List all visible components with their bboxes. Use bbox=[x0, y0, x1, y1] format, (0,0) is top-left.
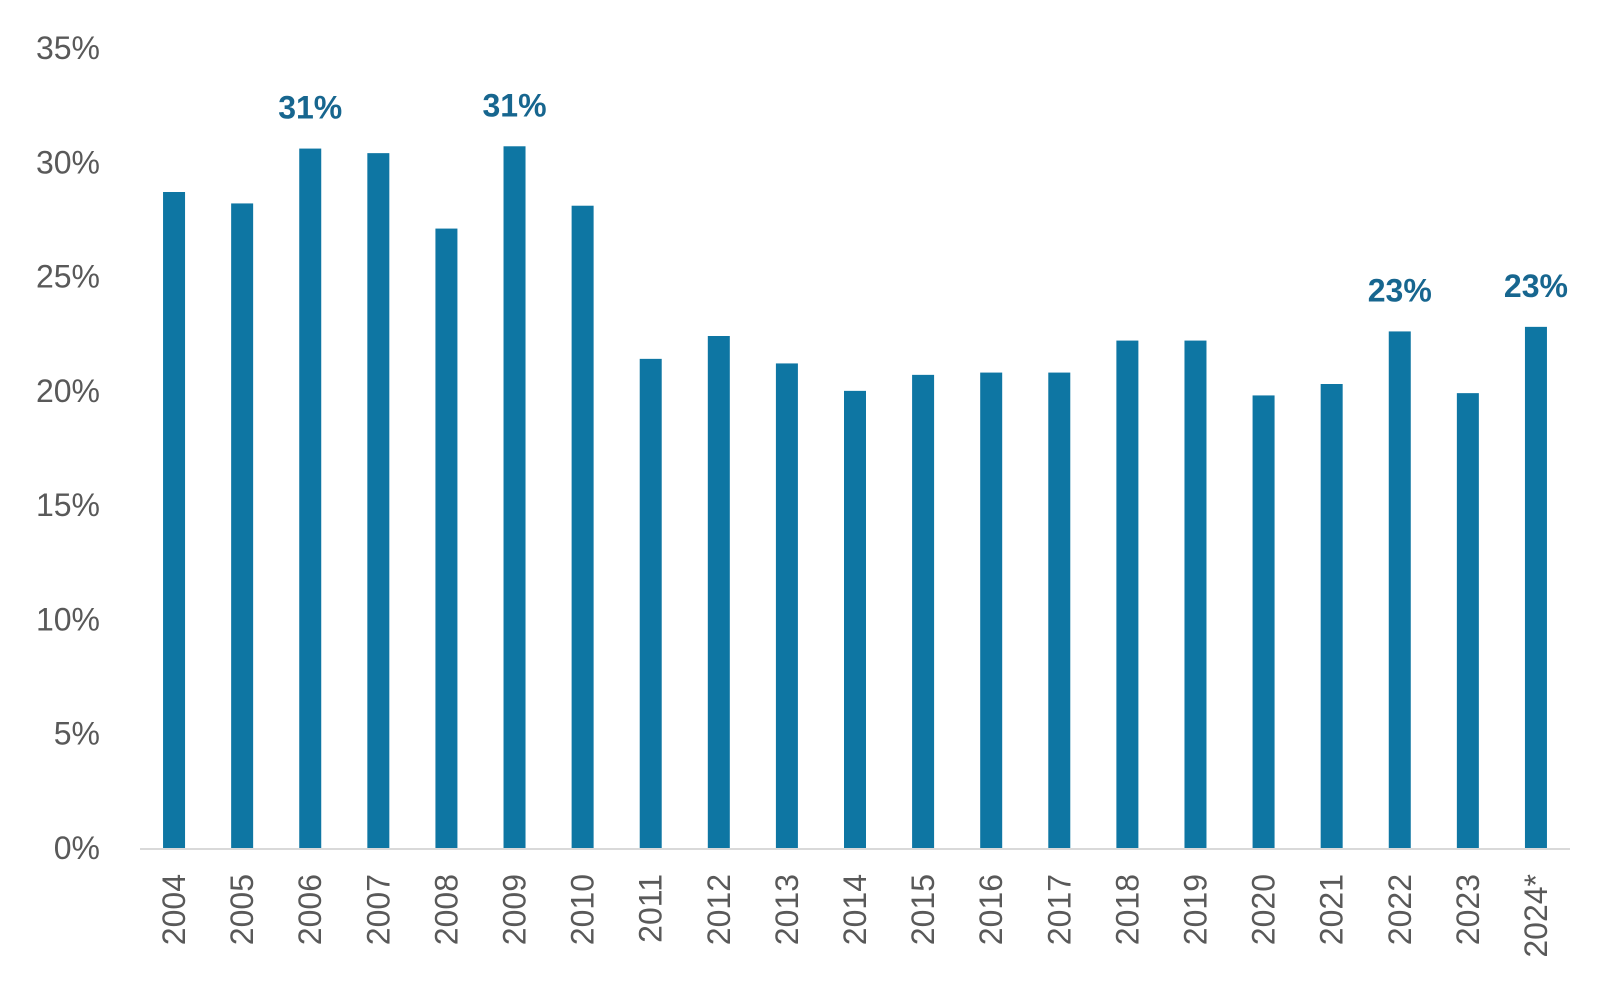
bar-2009 bbox=[503, 146, 526, 849]
bar-2022 bbox=[1388, 331, 1411, 848]
x-axis-labels: 2004 2005 2006 2007 2008 2009 2010 2011 2012 2013… bbox=[156, 874, 1554, 958]
x-tick-label: 2019 bbox=[1177, 874, 1213, 945]
x-tick-label: 2014 bbox=[837, 874, 873, 945]
x-tick-label: 2006 bbox=[292, 874, 328, 945]
data-label: 23% bbox=[1368, 272, 1432, 308]
data-labels: 31% 31% 23% 23% bbox=[278, 87, 1568, 308]
x-tick-label: 2007 bbox=[360, 874, 396, 945]
x-tick-label: 2020 bbox=[1246, 874, 1282, 945]
bar-2023 bbox=[1456, 393, 1479, 848]
x-tick-label: 2022 bbox=[1382, 874, 1418, 945]
bar-2005 bbox=[231, 203, 254, 848]
bar-2018 bbox=[1116, 340, 1139, 848]
x-tick-label: 2017 bbox=[1041, 874, 1077, 945]
x-tick-label: 2010 bbox=[565, 874, 601, 945]
x-tick-label: 2005 bbox=[224, 874, 260, 945]
bar-2011 bbox=[639, 358, 662, 848]
y-axis-ticks: 0% 5% 10% 15% 20% 25% 30% 35% bbox=[36, 30, 100, 866]
data-label: 31% bbox=[278, 90, 342, 126]
y-tick-label: 30% bbox=[36, 144, 100, 180]
y-tick-label: 0% bbox=[54, 830, 100, 866]
bar-2012 bbox=[707, 336, 730, 848]
y-tick-label: 5% bbox=[54, 716, 100, 752]
x-tick-label: 2011 bbox=[633, 874, 669, 943]
data-label: 31% bbox=[483, 87, 547, 123]
bar-2014 bbox=[844, 390, 866, 848]
bar-2008 bbox=[435, 228, 458, 849]
bar-2024 bbox=[1524, 326, 1547, 848]
bars bbox=[163, 146, 1547, 849]
bar-2015 bbox=[912, 374, 935, 848]
y-tick-label: 20% bbox=[36, 373, 100, 409]
y-tick-label: 10% bbox=[36, 601, 100, 637]
bar-2006 bbox=[299, 148, 322, 849]
bar-2004 bbox=[163, 192, 186, 848]
y-tick-label: 25% bbox=[36, 259, 100, 295]
x-tick-label: 2021 bbox=[1314, 874, 1350, 945]
x-tick-label: 2016 bbox=[973, 874, 1009, 945]
x-tick-label: 2015 bbox=[905, 874, 941, 945]
bar-2010 bbox=[571, 205, 594, 848]
bar-2007 bbox=[367, 153, 390, 849]
x-tick-label: 2008 bbox=[428, 874, 464, 945]
x-tick-label: 2023 bbox=[1450, 874, 1486, 945]
data-label: 23% bbox=[1504, 268, 1568, 304]
y-tick-label: 15% bbox=[36, 487, 100, 523]
y-tick-label: 35% bbox=[36, 30, 100, 66]
bar-2020 bbox=[1252, 395, 1275, 848]
bar-2021 bbox=[1320, 384, 1343, 848]
bar-2013 bbox=[775, 363, 798, 848]
bar-2017 bbox=[1048, 372, 1071, 848]
x-tick-label: 2013 bbox=[769, 874, 805, 945]
x-tick-label: 2018 bbox=[1109, 874, 1145, 945]
x-tick-label: 2009 bbox=[497, 874, 533, 945]
x-tick-label: 2024* bbox=[1518, 874, 1554, 958]
bar-2019 bbox=[1184, 340, 1207, 848]
x-tick-label: 2004 bbox=[156, 874, 192, 945]
x-tick-label: 2012 bbox=[701, 874, 737, 945]
bar-2016 bbox=[980, 372, 1003, 848]
